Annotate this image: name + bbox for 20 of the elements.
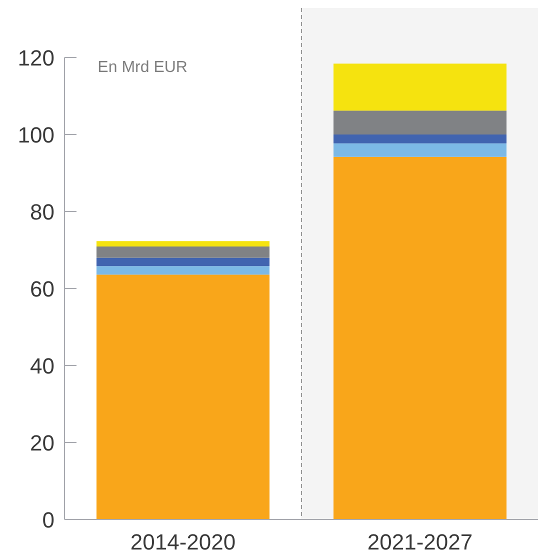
- y-tick-label: 20: [30, 430, 55, 456]
- bar: [96, 266, 270, 275]
- y-tick-label: 60: [30, 276, 55, 302]
- y-tick-label: 100: [18, 122, 55, 148]
- x-tick-label: 2014-2020: [130, 530, 236, 554]
- bar: [96, 274, 270, 520]
- bar: [333, 134, 507, 144]
- annotation: En Mrd EUR: [98, 59, 188, 76]
- bar: [333, 156, 507, 520]
- bar: [333, 110, 507, 134]
- y-tick-label: 40: [30, 354, 55, 378]
- x-tick-label: 2021-2027: [367, 530, 473, 554]
- y-tick-label: 80: [30, 200, 55, 224]
- bar: [96, 246, 270, 258]
- bar: [96, 258, 270, 266]
- y-tick-label: 120: [18, 46, 55, 70]
- bar: [333, 143, 507, 157]
- bar: [96, 241, 270, 247]
- bar: [333, 64, 507, 111]
- y-tick-label: 0: [42, 508, 55, 532]
